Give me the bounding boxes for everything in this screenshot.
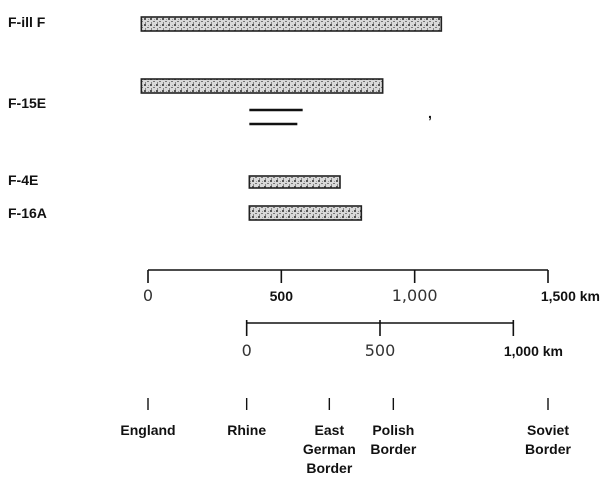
place-label-line: Border bbox=[370, 441, 416, 457]
range-bar bbox=[248, 205, 363, 221]
aircraft-label: F-4E bbox=[8, 172, 38, 188]
place-label-line: Polish bbox=[372, 422, 414, 438]
stray-mark: , bbox=[428, 105, 432, 121]
lower-tick-label: 1,000 km bbox=[504, 343, 563, 359]
place-label-line: East bbox=[315, 422, 345, 438]
range-bar bbox=[140, 78, 384, 94]
upper-tick-label: 1,500 km bbox=[541, 288, 600, 304]
upper-tick-label: 1,000 bbox=[392, 286, 438, 305]
place-label: Soviet Border bbox=[525, 422, 571, 457]
aircraft-label: F-15E bbox=[8, 95, 46, 111]
place-label: East German Border bbox=[303, 422, 356, 476]
place-label-line: England bbox=[120, 422, 175, 438]
place-label-line: Border bbox=[525, 441, 571, 457]
upper-tick-label: 0 bbox=[143, 286, 153, 305]
upper-tick-label: 500 bbox=[270, 288, 294, 304]
aircraft-label: F-ill F bbox=[8, 14, 46, 30]
lower-tick-label: 0 bbox=[242, 341, 252, 360]
range-bar bbox=[248, 175, 341, 189]
place-label-line: Soviet bbox=[527, 422, 569, 438]
place-label: Polish Border bbox=[370, 422, 416, 457]
place-label: England bbox=[120, 422, 175, 438]
place-label-line: Rhine bbox=[227, 422, 266, 438]
lower-tick-label: 500 bbox=[365, 341, 396, 360]
aircraft-label: F-16A bbox=[8, 205, 47, 221]
range-bar bbox=[140, 16, 443, 32]
place-label: Rhine bbox=[227, 422, 266, 438]
place-label-line: German bbox=[303, 441, 356, 457]
place-label-line: Border bbox=[306, 460, 352, 476]
